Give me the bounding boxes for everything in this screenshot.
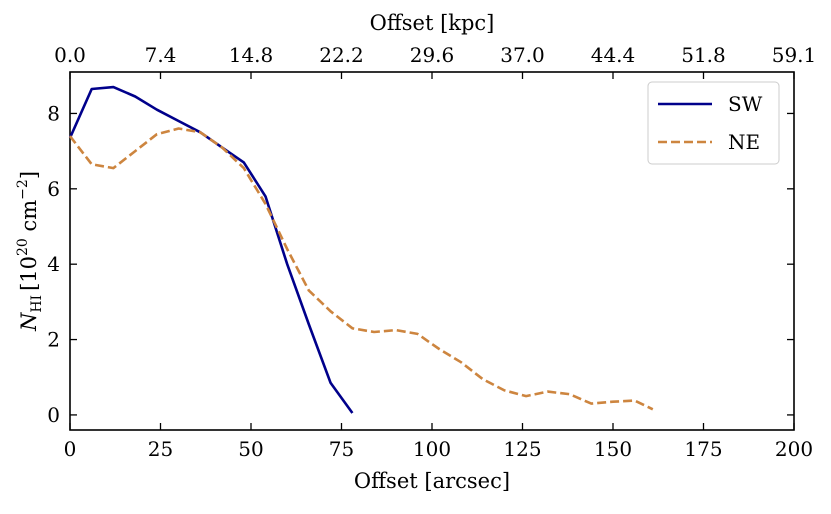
legend-label-sw: SW bbox=[728, 92, 763, 116]
y-tick-label: 4 bbox=[47, 252, 60, 276]
top-tick-label: 37.0 bbox=[500, 43, 545, 67]
y-axis-unit-open: [10 bbox=[17, 256, 41, 291]
y-tick-label: 6 bbox=[47, 177, 60, 201]
top-tick-label: 44.4 bbox=[591, 43, 636, 67]
top-tick-label: 7.4 bbox=[145, 43, 177, 67]
x-tick-label: 25 bbox=[148, 437, 173, 461]
x-tick-label: 0 bbox=[64, 437, 77, 461]
legend-label-ne: NE bbox=[728, 130, 760, 154]
top-tick-label: 29.6 bbox=[410, 43, 455, 67]
x-axis-title: Offset [arcsec] bbox=[354, 469, 510, 493]
y-axis-subscript: HI bbox=[29, 295, 45, 313]
y-tick-label: 8 bbox=[47, 101, 60, 125]
series-line-ne bbox=[70, 129, 653, 410]
top-tick-label: 59.1 bbox=[772, 43, 817, 67]
legend: SW NE bbox=[648, 82, 779, 164]
x-tick-label: 125 bbox=[503, 437, 541, 461]
y-axis-symbol: N bbox=[17, 312, 41, 332]
series-line-sw bbox=[70, 87, 352, 413]
y-tick-label: 0 bbox=[47, 403, 60, 427]
x-tick-label: 175 bbox=[684, 437, 722, 461]
x-tick-label: 200 bbox=[775, 437, 813, 461]
top-tick-label: 22.2 bbox=[319, 43, 364, 67]
top-x-axis-title: Offset [kpc] bbox=[370, 11, 495, 35]
y-axis-unit-exp2: −2 bbox=[15, 179, 31, 200]
series-layer bbox=[70, 87, 653, 413]
y-axis-unit-close: ] bbox=[17, 171, 41, 179]
x-tick-label: 150 bbox=[594, 437, 632, 461]
x-tick-label: 50 bbox=[238, 437, 263, 461]
y-axis-unit-exp1: 20 bbox=[15, 238, 31, 256]
x-tick-label: 75 bbox=[329, 437, 354, 461]
y-tick-label: 2 bbox=[47, 328, 60, 352]
y-axis-title: NHI [1020 cm−2] bbox=[15, 171, 45, 332]
top-tick-label: 0.0 bbox=[54, 43, 86, 67]
top-tick-label: 14.8 bbox=[229, 43, 274, 67]
top-tick-label: 51.8 bbox=[681, 43, 726, 67]
y-axis-unit-mid: cm bbox=[17, 200, 41, 238]
x-tick-label: 100 bbox=[413, 437, 451, 461]
